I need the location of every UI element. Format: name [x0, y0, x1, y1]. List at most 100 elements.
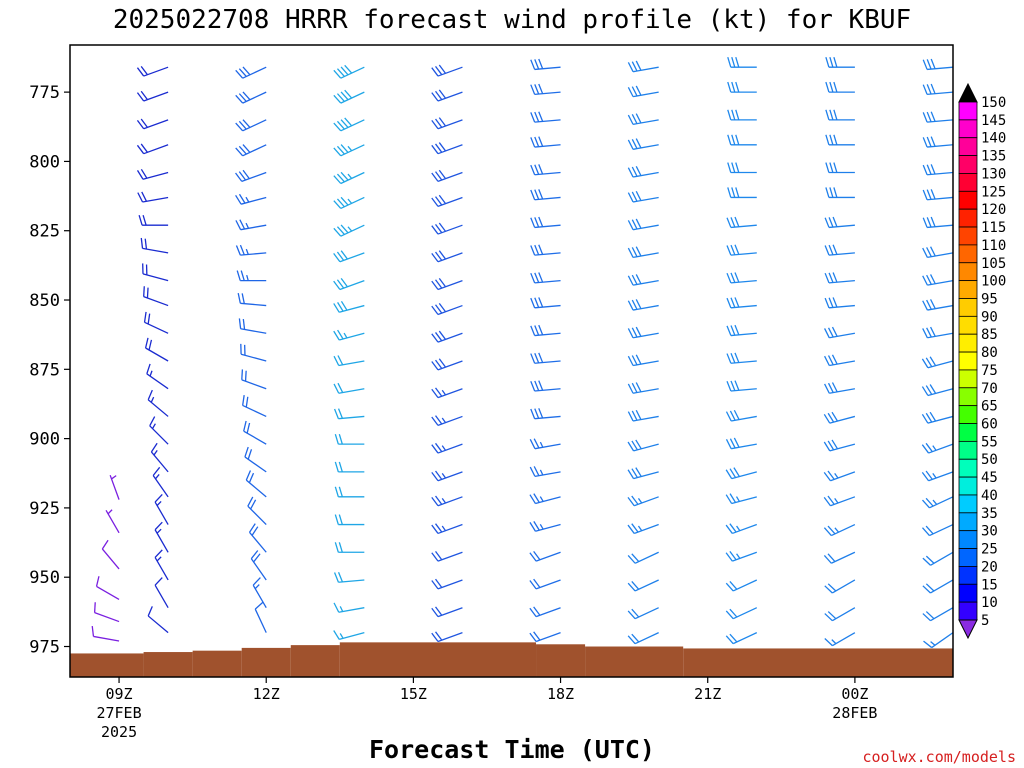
wind-barb	[727, 81, 757, 93]
wind-barb	[431, 470, 463, 482]
wind-barb	[725, 551, 758, 562]
wind-barb	[824, 607, 856, 622]
y-axis: 775 800 825 850 875 900 925 950 975	[29, 83, 70, 658]
wind-barb	[136, 143, 169, 155]
wind-barb	[431, 278, 463, 291]
y-tick-label: 950	[29, 568, 60, 588]
wind-barb	[627, 138, 659, 150]
wind-barb	[726, 216, 757, 229]
wind-barb	[627, 326, 659, 339]
wind-barb	[431, 302, 463, 316]
wind-barb	[431, 606, 463, 618]
wind-barb	[333, 64, 365, 79]
wind-barb	[530, 136, 561, 148]
wind-barb	[240, 343, 267, 362]
x-tick-label: 21Z	[694, 685, 721, 703]
wind-barb	[922, 246, 954, 259]
colorbar-cell	[958, 119, 978, 139]
wind-barb	[529, 606, 561, 618]
wind-barb	[825, 56, 855, 68]
wind-barb	[431, 387, 463, 399]
colorbar-label: 40	[981, 488, 998, 504]
wind-barb	[147, 389, 169, 417]
wind-barb	[237, 292, 267, 307]
terrain-step	[683, 648, 953, 677]
wind-barb	[825, 187, 855, 199]
wind-barb	[247, 496, 267, 526]
credit-text: coolwx.com/models	[862, 748, 1016, 766]
colorbar-cell	[958, 369, 978, 389]
colorbar-cell	[958, 458, 978, 478]
wind-barb	[142, 263, 169, 282]
wind-barb	[431, 523, 463, 535]
wind-barb	[627, 190, 659, 203]
wind-barb	[530, 297, 561, 309]
wind-barb	[333, 89, 365, 104]
wind-barb	[105, 509, 120, 534]
wind-barb	[824, 216, 855, 229]
wind-barb	[627, 409, 659, 422]
wind-barb	[431, 631, 463, 643]
terrain-layer	[70, 642, 953, 677]
wind-barb	[334, 514, 365, 526]
wind-barb	[136, 65, 169, 77]
colorbar-cell	[958, 244, 978, 264]
terrain-step	[585, 646, 684, 677]
wind-barb	[333, 196, 365, 210]
wind-barb	[333, 382, 365, 394]
colorbar-cell	[958, 476, 978, 496]
wind-barb	[530, 272, 561, 284]
wind-barb	[236, 270, 267, 282]
wind-barb	[823, 439, 856, 452]
colorbar-cell	[958, 405, 978, 424]
wind-barb	[333, 571, 365, 583]
wind-barb	[144, 337, 169, 362]
wind-barb	[333, 171, 365, 185]
wind-barb	[725, 523, 758, 535]
colorbar-label: 95	[981, 291, 998, 307]
colorbar-cell	[958, 423, 978, 442]
wind-barb	[431, 169, 463, 183]
colorbar-cell	[958, 226, 978, 246]
colorbar: 1501451401351301251201151101051009590858…	[958, 82, 1006, 640]
colorbar-label: 30	[981, 524, 998, 540]
wind-barb	[431, 142, 463, 155]
wind-barb	[138, 214, 169, 226]
wind-barb	[727, 134, 757, 146]
wind-barb	[627, 299, 659, 311]
wind-barb	[727, 109, 757, 121]
wind-barb	[725, 579, 758, 592]
colorbar-cell	[958, 137, 978, 156]
wind-barb	[235, 169, 267, 183]
y-tick-label: 900	[29, 430, 60, 450]
wind-barb	[627, 85, 659, 98]
colorbar-label: 60	[981, 417, 998, 433]
wind-barb	[140, 237, 169, 254]
wind-barb	[333, 408, 365, 420]
wind-barb	[146, 363, 169, 390]
wind-barb	[627, 467, 659, 480]
wind-barb	[530, 352, 561, 364]
wind-barb	[530, 189, 561, 201]
colorbar-cell	[958, 494, 978, 514]
wind-barb	[530, 324, 561, 337]
wind-barb	[823, 411, 856, 424]
plot-frame	[69, 44, 954, 678]
colorbar-label: 115	[981, 220, 1006, 236]
wind-barb	[825, 162, 855, 174]
y-tick-label: 825	[29, 222, 60, 242]
wind-barb	[823, 523, 856, 537]
colorbar-label: 125	[981, 184, 1006, 200]
wind-barb	[726, 272, 757, 284]
wind-barb	[727, 56, 757, 68]
wind-barb	[922, 274, 954, 286]
wind-barb	[627, 551, 659, 564]
wind-barb	[333, 602, 365, 613]
wind-barb	[530, 244, 561, 256]
x-tick-date: 28FEB	[832, 704, 877, 722]
wind-barb	[136, 90, 169, 102]
wind-barb	[627, 439, 659, 452]
wind-barb	[244, 446, 267, 473]
wind-barb	[726, 244, 757, 256]
x-tick-label: 12Z	[253, 685, 280, 703]
